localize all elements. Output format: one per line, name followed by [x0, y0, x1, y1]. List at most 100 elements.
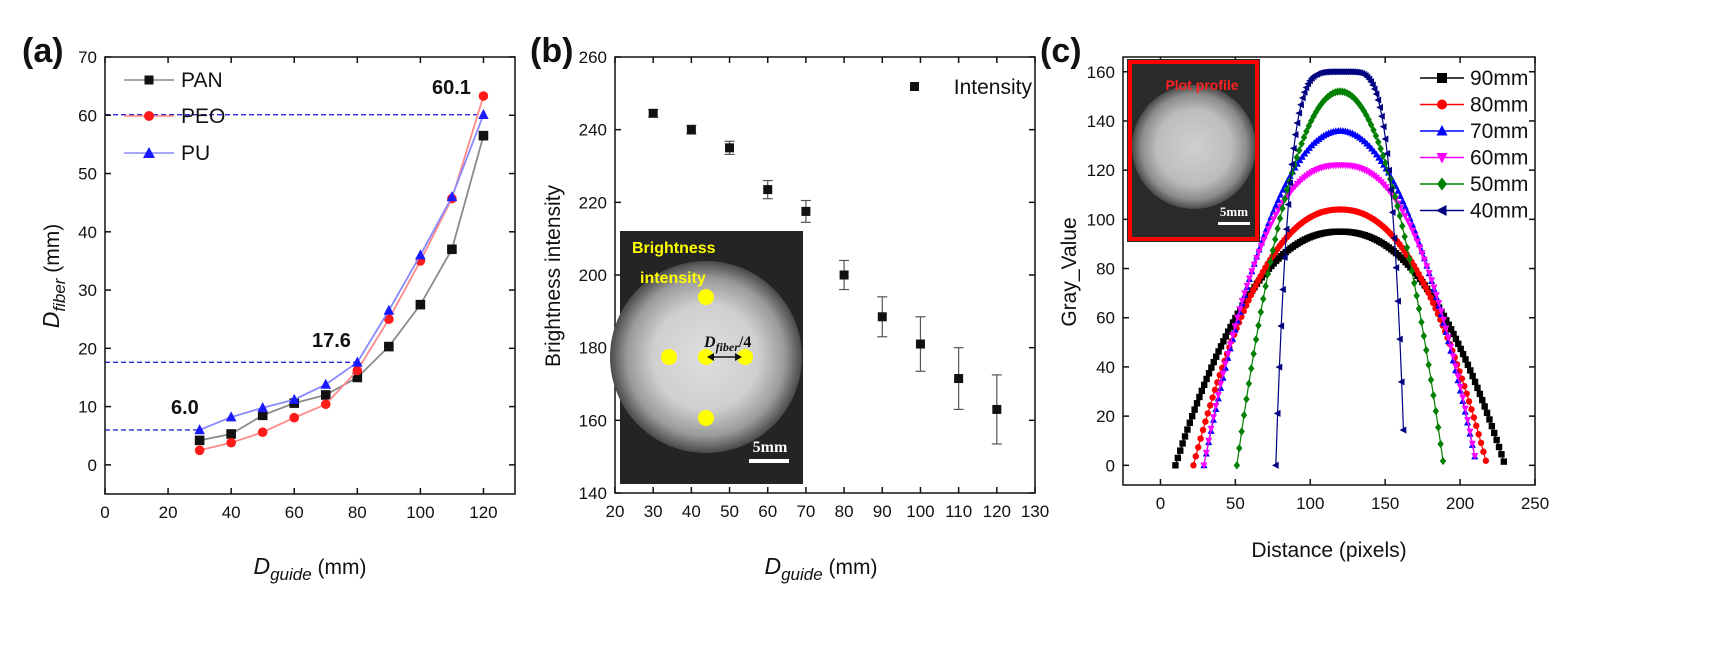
profile-point-40mm — [1387, 186, 1394, 194]
profile-point-80mm — [1195, 444, 1202, 451]
profile-point-60mm — [1233, 314, 1241, 322]
inset-arrow-right — [735, 353, 742, 361]
y-tick-label: 40 — [1096, 358, 1115, 377]
inset-point-top — [698, 289, 714, 305]
profile-point-40mm — [1286, 179, 1294, 187]
y-tick-label: 80 — [1096, 260, 1115, 279]
profile-point-50mm — [1375, 137, 1382, 147]
profile-point-80mm — [1425, 289, 1432, 296]
profile-point-90mm — [1488, 422, 1496, 430]
profile-point-60mm — [1238, 298, 1246, 305]
series-pan — [194, 130, 489, 446]
series-pu — [194, 108, 489, 435]
panel-b: (b) 20 30 40 50 60 70 80 90 100 110 120 130 140 160 18… — [530, 32, 1049, 584]
profile-point-50mm — [1353, 96, 1360, 106]
profile-point-60mm — [1269, 216, 1277, 224]
series-50mm — [1233, 87, 1447, 470]
panel-a-y-axis-label: Dfiber (mm) — [38, 224, 69, 329]
profile-point-60mm — [1217, 381, 1225, 389]
legend-item-70mm: 70mm — [1420, 120, 1528, 143]
profile-point-50mm — [1238, 427, 1245, 436]
x-tick-label: 100 — [406, 503, 434, 522]
profile-point-90mm — [1215, 348, 1222, 355]
profile-point-50mm — [1430, 391, 1437, 400]
profile-point-50mm — [1370, 125, 1377, 135]
profile-point-50mm — [1252, 335, 1260, 344]
data-point-pu — [383, 304, 395, 315]
profile-point-50mm — [1279, 204, 1286, 213]
profile-point-60mm — [1447, 343, 1455, 351]
profile-point-60mm — [1471, 453, 1479, 460]
panel-c-series — [1172, 68, 1508, 470]
profile-point-50mm — [1401, 232, 1408, 241]
profile-point-40mm — [1392, 264, 1400, 272]
y-tick-label: 60 — [78, 106, 97, 125]
profile-point-90mm — [1483, 409, 1491, 417]
profile-point-90mm — [1467, 367, 1474, 374]
profile-point-40mm — [1291, 131, 1299, 139]
profile-point-60mm — [1202, 449, 1210, 457]
profile-point-60mm — [1209, 414, 1218, 421]
inset-c-scalebar-label: 5mm — [1220, 204, 1248, 219]
x-tick-label: 0 — [1156, 494, 1165, 513]
panel-c-x-axis-label: Distance (pixels) — [1251, 539, 1406, 562]
profile-point-90mm — [1455, 340, 1462, 348]
panel-b-x-axis-label: Dguide (mm) — [764, 553, 877, 584]
y-tick-label: 0 — [1106, 456, 1115, 475]
profile-point-60mm — [1250, 261, 1258, 269]
x-tick-label: 120 — [983, 502, 1011, 521]
profile-point-90mm — [1462, 356, 1469, 363]
profile-point-60mm — [1219, 370, 1227, 378]
y-tick-label: 40 — [78, 223, 97, 242]
profile-point-90mm — [1208, 364, 1215, 371]
x-tick-label: 80 — [835, 502, 854, 521]
profile-point-70mm — [1296, 156, 1304, 164]
legend-marker-40mm — [1436, 205, 1447, 216]
profile-point-90mm — [1241, 298, 1249, 305]
profile-point-80mm — [1199, 426, 1207, 434]
profile-point-50mm — [1396, 211, 1404, 220]
inset-measure-label: Dfiber/4 — [703, 334, 751, 354]
profile-point-60mm — [1212, 402, 1220, 410]
x-tick-label: 110 — [945, 502, 972, 521]
profile-point-50mm — [1358, 103, 1365, 112]
inset-point-center — [698, 349, 714, 365]
series-line-pan — [199, 135, 485, 442]
profile-point-50mm — [1295, 146, 1303, 155]
profile-point-90mm — [1210, 358, 1217, 366]
profile-point-40mm — [1388, 208, 1396, 216]
profile-point-90mm — [1186, 419, 1194, 426]
panel-b-label: (b) — [530, 32, 573, 70]
profile-point-70mm — [1394, 187, 1402, 194]
data-point-pu — [415, 249, 426, 260]
inset-point-right — [737, 349, 753, 365]
data-point-peo — [226, 437, 236, 448]
profile-point-40mm — [1302, 84, 1310, 92]
profile-point-80mm — [1206, 402, 1214, 409]
profile-point-60mm — [1253, 255, 1261, 262]
profile-point-40mm — [1300, 88, 1308, 96]
profile-point-90mm — [1181, 433, 1189, 440]
panel-b-series — [648, 108, 1002, 445]
data-point-pu — [320, 378, 332, 389]
profile-point-60mm — [1224, 351, 1232, 358]
inset-c-scalebar — [1218, 222, 1250, 225]
panel-c-plot-frame — [1122, 56, 1536, 486]
profile-point-60mm — [1229, 332, 1237, 339]
profile-point-90mm — [1450, 330, 1457, 338]
panel-a-x-axis-label: Dguide (mm) — [253, 553, 366, 584]
legend-item-60mm: 60mm — [1420, 147, 1528, 170]
series-line-peo — [199, 95, 485, 452]
profile-point-50mm — [1303, 127, 1310, 136]
profile-point-60mm — [1437, 308, 1445, 316]
profile-point-40mm — [1379, 123, 1387, 131]
x-tick-label: 100 — [1296, 494, 1324, 513]
data-point-pu — [446, 191, 458, 202]
data-point-pu — [225, 411, 237, 422]
profile-point-40mm — [1277, 322, 1285, 330]
profile-point-80mm — [1250, 286, 1257, 294]
y-tick-label: 220 — [579, 193, 607, 212]
series-40mm — [1271, 68, 1407, 469]
y-tick-label: 10 — [78, 398, 97, 417]
